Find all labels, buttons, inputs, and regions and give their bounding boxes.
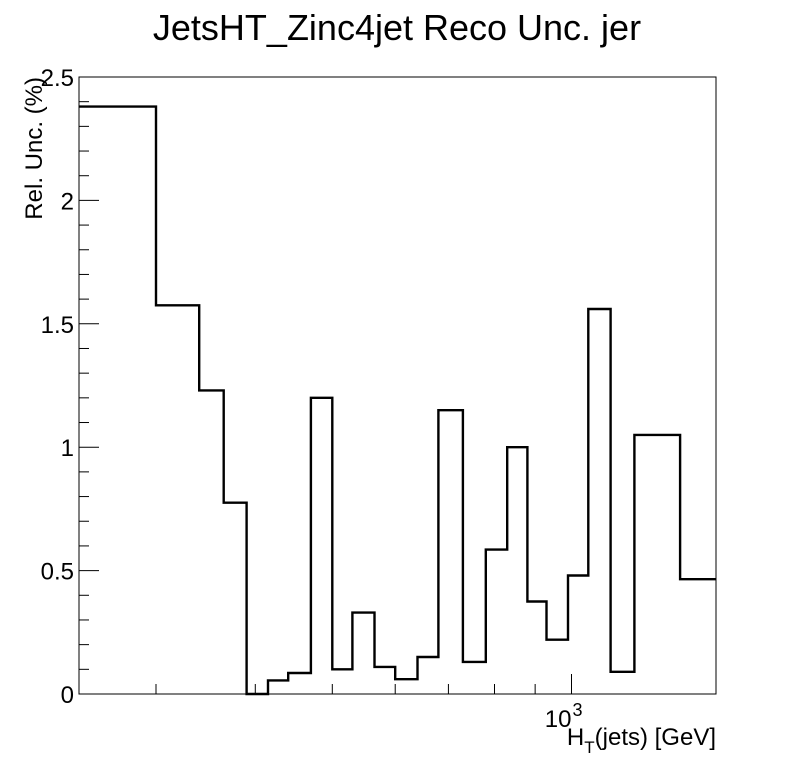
x-tick-label-exponent: 3 <box>573 700 583 720</box>
y-tick-label: 1.5 <box>41 312 74 339</box>
y-axis-label: Rel. Unc. (%) <box>21 77 48 220</box>
x-axis: 10 3 <box>155 674 583 733</box>
chart-title: JetsHT_Zinc4jet Reco Unc. jer <box>153 7 641 48</box>
histogram-line <box>79 105 716 696</box>
y-axis: 0 0.5 1 1.5 2 2.5 <box>41 65 99 709</box>
x-tick-label-base: 10 <box>545 706 572 733</box>
y-tick-label: 0 <box>61 682 74 709</box>
plot-frame <box>78 76 717 695</box>
y-tick-label: 2 <box>61 188 74 215</box>
y-tick-label: 0.5 <box>41 559 74 586</box>
x-axis-label: HT(jets) [GeV] <box>567 724 716 757</box>
y-tick-label: 2.5 <box>41 65 74 92</box>
y-tick-label: 1 <box>61 435 74 462</box>
